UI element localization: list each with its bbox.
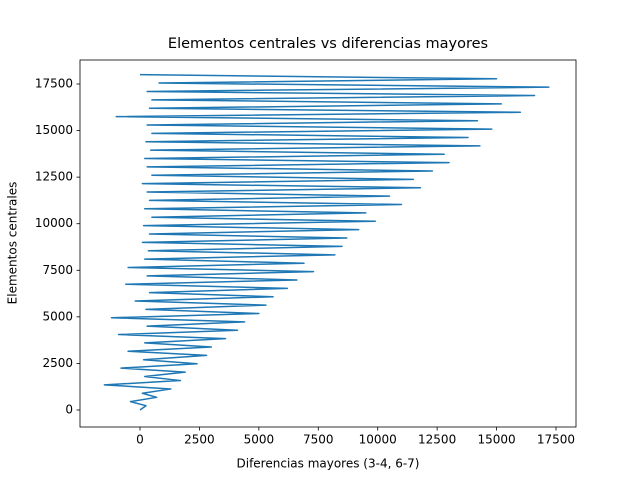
y-tick-label: 7500 [42, 263, 73, 277]
x-tick-label: 17500 [537, 433, 575, 447]
y-tick-label: 12500 [35, 170, 73, 184]
y-tick-label: 5000 [42, 309, 73, 323]
y-tick-label: 0 [65, 402, 73, 416]
x-tick-label: 7500 [303, 433, 334, 447]
x-tick-label: 10000 [359, 433, 397, 447]
y-tick-label: 10000 [35, 216, 73, 230]
y-tick-label: 2500 [42, 356, 73, 370]
x-tick-label: 0 [136, 433, 144, 447]
chart-title: Elementos centrales vs diferencias mayor… [168, 36, 488, 52]
data-line [103, 73, 550, 411]
x-tick-label: 15000 [477, 433, 515, 447]
axes-frame [79, 59, 577, 428]
x-axis-label: Diferencias mayores (3-4, 6-7) [237, 457, 420, 471]
x-tick-label: 12500 [418, 433, 456, 447]
y-tick-label: 15000 [35, 123, 73, 137]
y-axis-label: Elementos centrales [6, 182, 20, 305]
x-tick-label: 5000 [244, 433, 275, 447]
x-tick-label: 2500 [184, 433, 215, 447]
y-tick-label: 17500 [35, 76, 73, 90]
